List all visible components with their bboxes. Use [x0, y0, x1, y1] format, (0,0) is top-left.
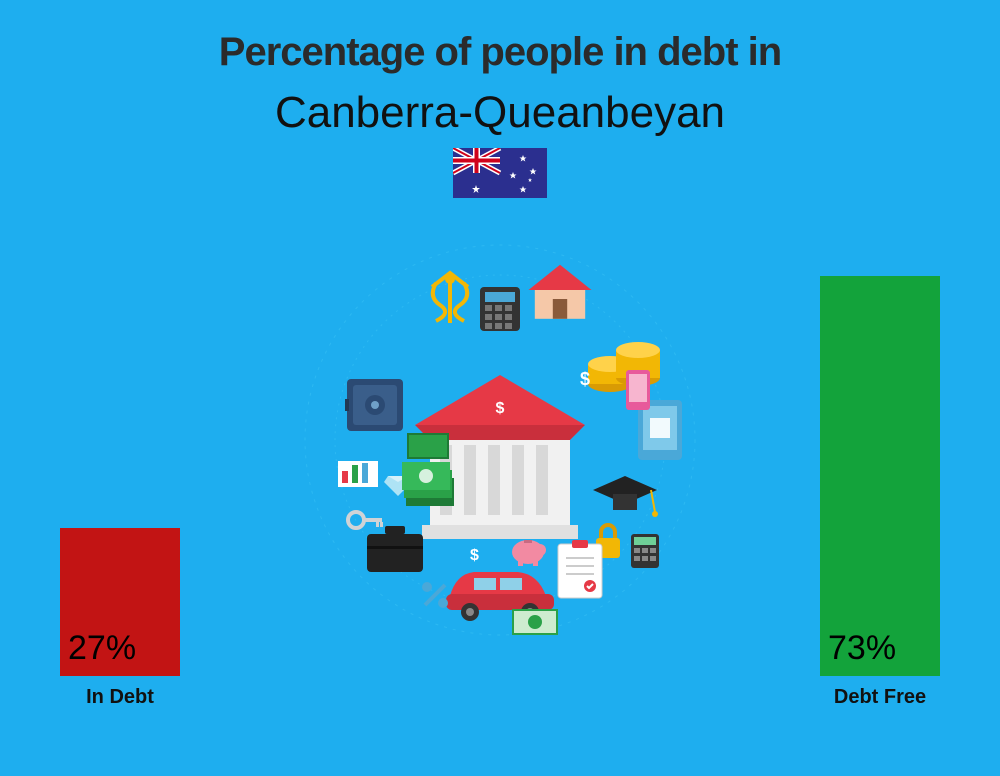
bar-in-debt-label: In Debt [60, 686, 180, 709]
bar-in-debt-value: 27% [68, 629, 136, 668]
title-line-2: Canberra-Queanbeyan [0, 88, 1000, 138]
bar-in-debt: 27% In Debt [60, 528, 180, 676]
bar-debt-free: 73% Debt Free [820, 276, 940, 676]
title-line-1: Percentage of people in debt in [0, 30, 1000, 75]
svg-text:$: $ [470, 547, 479, 564]
finance-illustration-icon: $ [290, 230, 710, 650]
bar-debt-free-value: 73% [828, 629, 896, 668]
svg-text:$: $ [580, 369, 590, 389]
australia-flag-icon [453, 148, 547, 198]
svg-text:$: $ [496, 400, 505, 417]
bar-debt-free-label: Debt Free [820, 686, 940, 709]
